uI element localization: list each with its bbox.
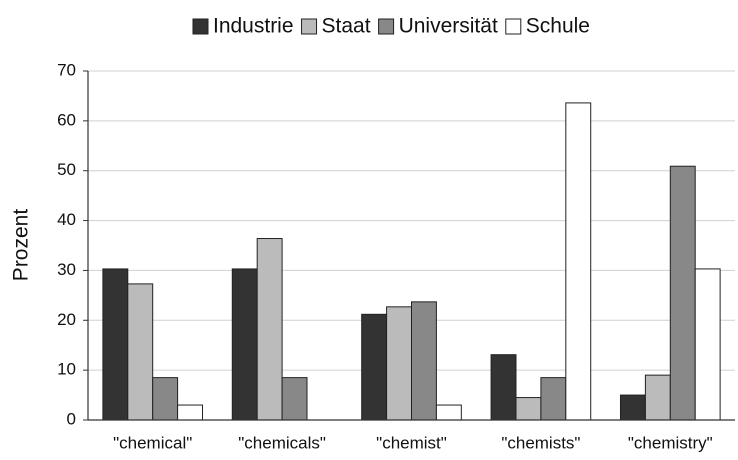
x-tick-label: "chemist" xyxy=(376,433,447,452)
bar xyxy=(177,404,204,421)
legend-label: Industrie xyxy=(213,15,294,38)
bar xyxy=(231,268,258,421)
x-tick-label: "chemists" xyxy=(501,433,580,452)
bar xyxy=(619,394,646,421)
x-tick-label: "chemicals" xyxy=(238,433,326,452)
legend-label: Schule xyxy=(526,15,590,38)
bar xyxy=(256,238,283,421)
y-axis-title: Prozent xyxy=(10,209,33,282)
bar xyxy=(411,301,437,421)
bar xyxy=(694,268,721,421)
bar xyxy=(386,306,413,421)
y-tick-label: 0 xyxy=(67,409,76,428)
bar xyxy=(281,377,308,421)
legend-swatch xyxy=(378,18,395,35)
y-tick-label: 30 xyxy=(57,260,76,279)
bar xyxy=(490,354,517,421)
bar xyxy=(515,397,542,421)
legend-label: Universität xyxy=(399,15,498,38)
bar xyxy=(540,377,567,421)
bar xyxy=(102,268,129,421)
bar xyxy=(435,404,462,421)
legend-label: Staat xyxy=(322,15,371,38)
y-tick-label: 70 xyxy=(57,60,76,79)
y-tick-label: 20 xyxy=(57,310,76,329)
y-tick-label: 10 xyxy=(57,360,76,379)
x-tick-label: "chemistry" xyxy=(628,433,713,452)
bar xyxy=(669,165,696,421)
bar xyxy=(565,102,592,421)
bar xyxy=(361,313,388,421)
bar xyxy=(152,377,179,421)
y-tick-label: 60 xyxy=(57,110,76,129)
y-tick-label: 50 xyxy=(57,160,76,179)
legend-swatch xyxy=(505,18,522,35)
x-tick-label: "chemical" xyxy=(113,433,192,452)
legend-swatch xyxy=(301,18,318,35)
bar xyxy=(127,283,154,421)
y-tick-label: 40 xyxy=(57,210,76,229)
bar xyxy=(644,374,671,421)
legend-swatch xyxy=(192,18,209,35)
